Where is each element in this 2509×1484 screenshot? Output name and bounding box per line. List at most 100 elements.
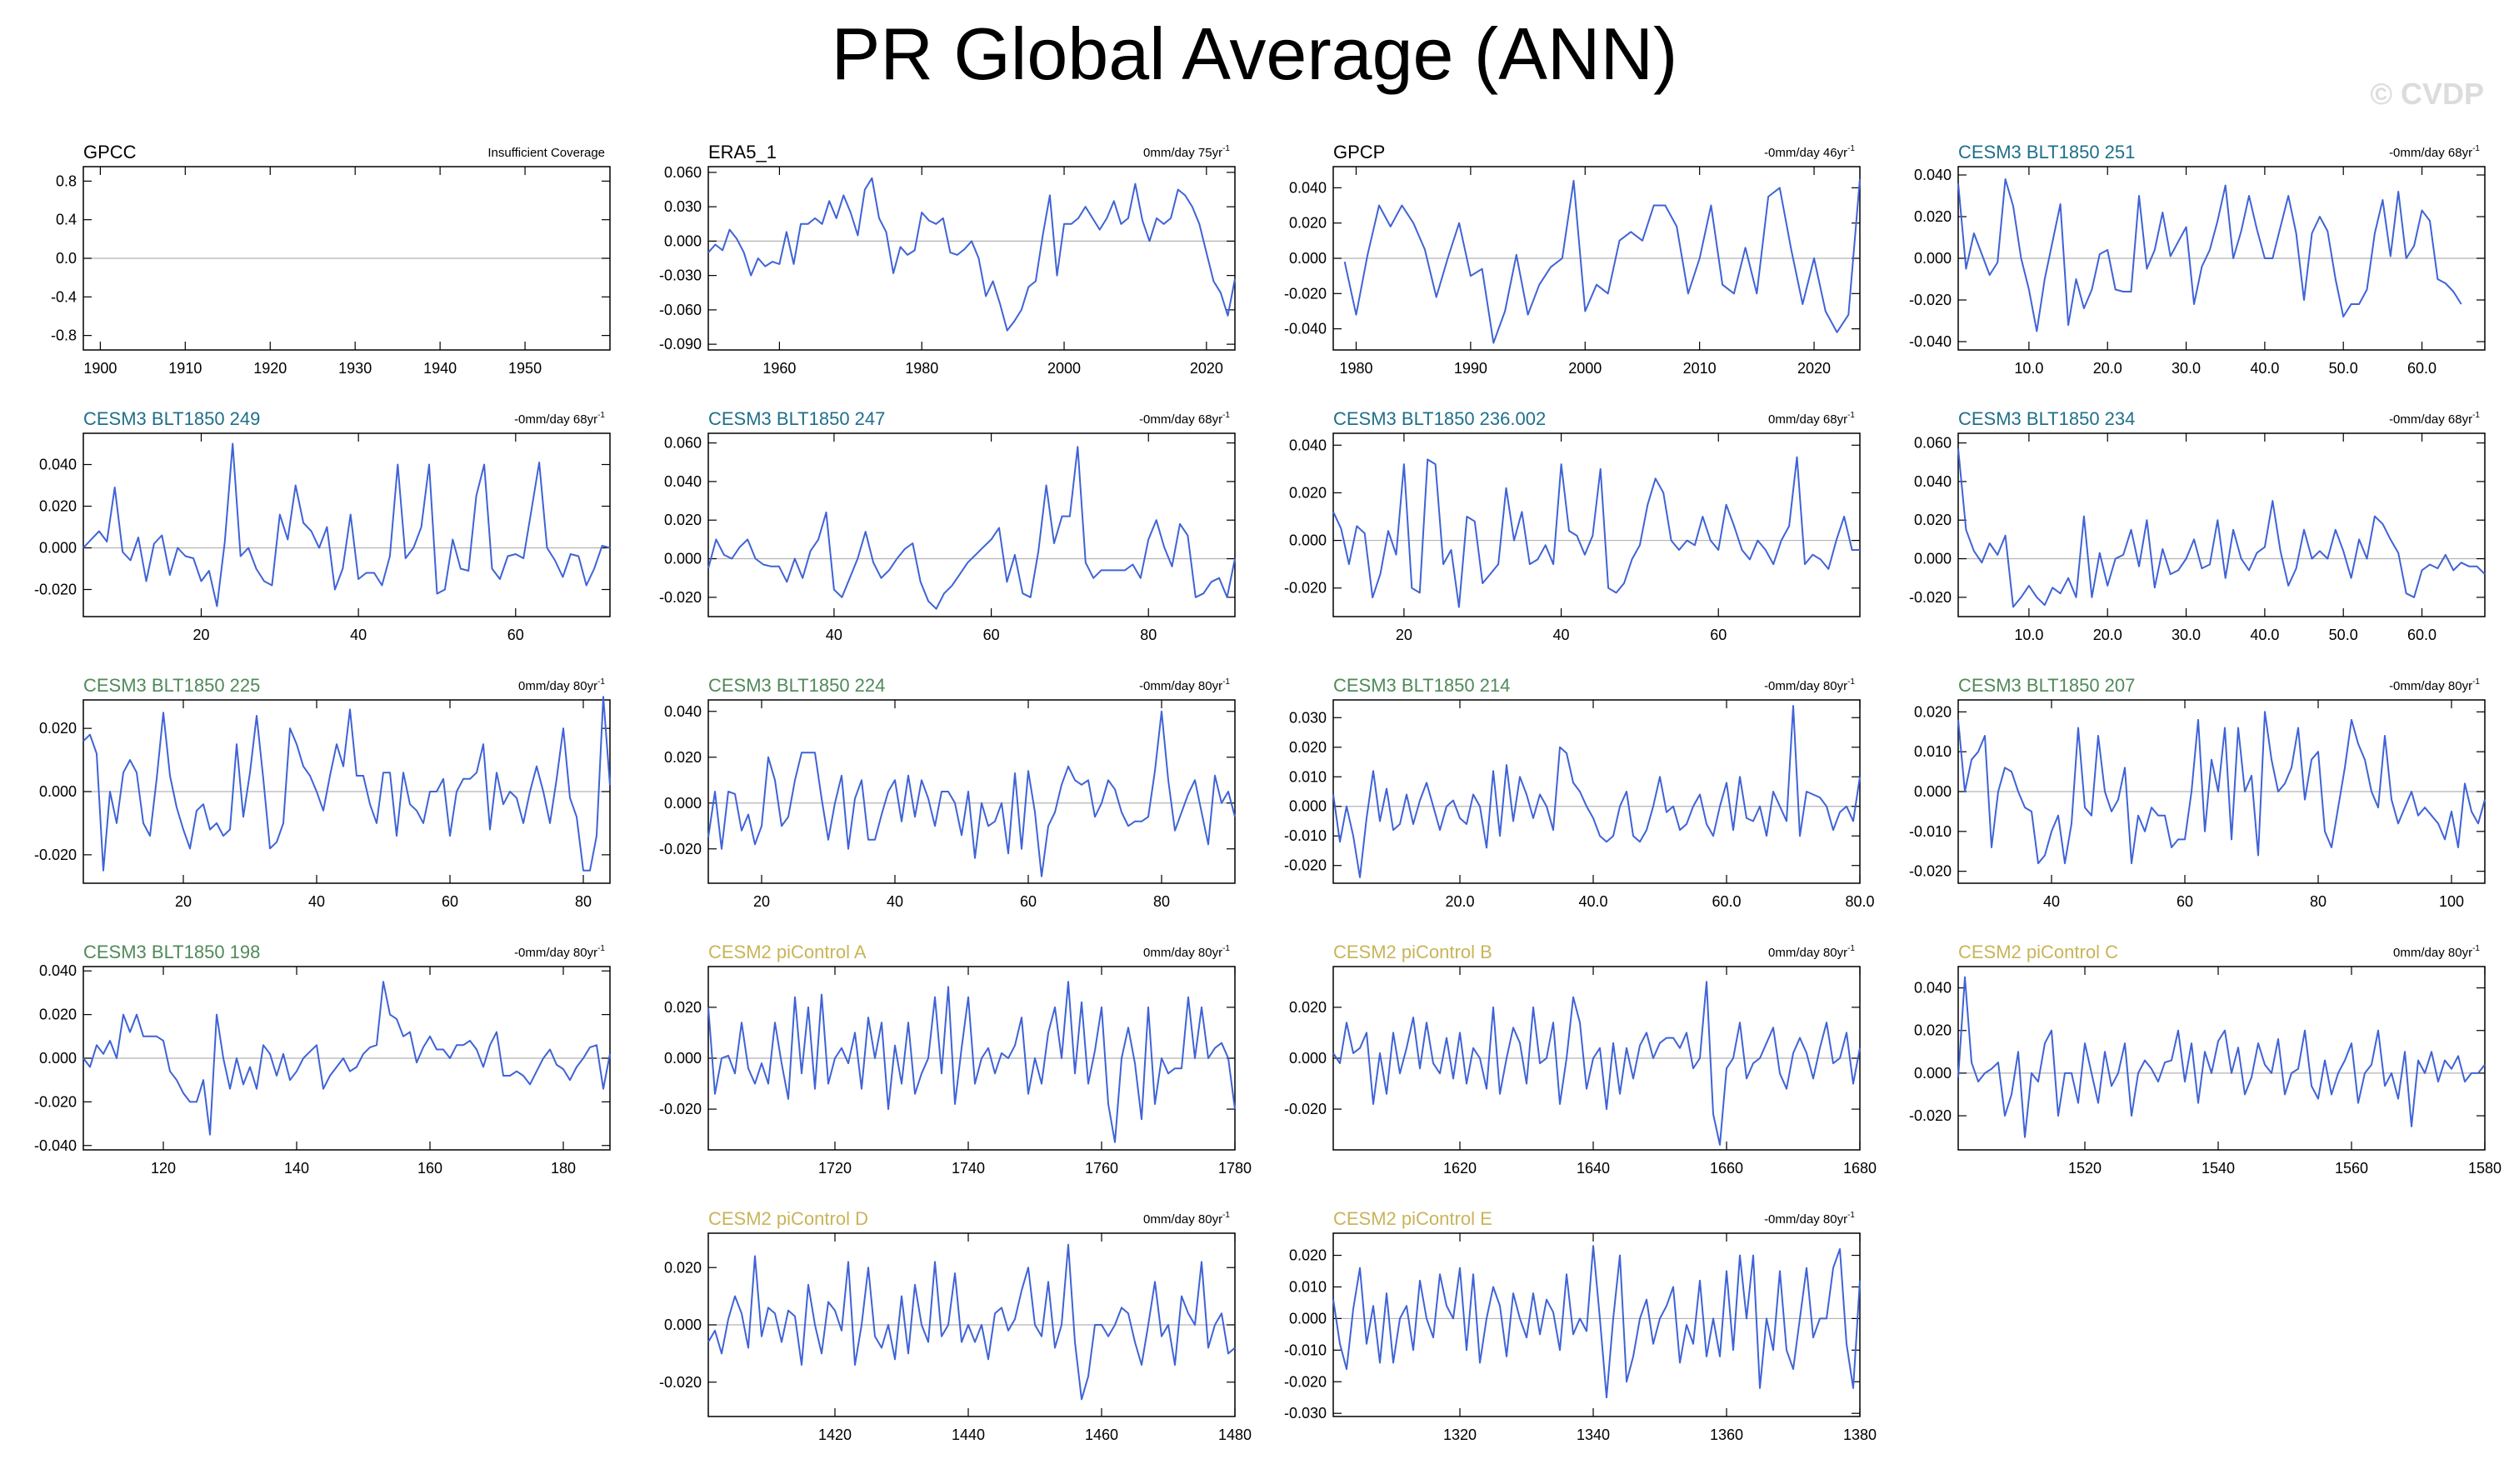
series-line [82, 696, 611, 872]
x-tick-label: 20 [192, 627, 209, 643]
series-line [1957, 448, 2486, 608]
panel-frame [707, 166, 1236, 351]
x-tick-label: 1780 [1218, 1160, 1252, 1177]
x-tick-label: 2000 [1568, 360, 1602, 377]
trend-note-exponent: -1 [2472, 677, 2480, 687]
y-tick-label: 0.020 [1914, 512, 1952, 528]
y-tick-label: -0.020 [1909, 589, 1952, 606]
trend-note-exponent: -1 [2472, 411, 2480, 420]
panel-trend-note: -0mm/day 46yr-1 [1764, 144, 1855, 160]
trend-note-exponent: -1 [1222, 944, 1230, 953]
x-tick-label: 1930 [338, 360, 372, 377]
series-line [82, 981, 611, 1136]
y-tick-label: -0.030 [1284, 1405, 1327, 1422]
x-tick-label: 30.0 [2172, 627, 2201, 643]
panel-title: CESM3 BLT1850 236.002 [1333, 408, 1546, 429]
trend-note-text: 0mm/day 68yr [1768, 412, 1847, 427]
trend-note-text: 0mm/day 80yr [518, 679, 597, 693]
y-tick-label: 0.040 [1289, 179, 1327, 196]
x-tick-label: 160 [417, 1160, 442, 1177]
x-tick-label: 1990 [1454, 360, 1487, 377]
y-tick-label: 0.000 [1289, 1050, 1327, 1067]
panel-trend-note: -0mm/day 80yr-1 [1139, 677, 1230, 693]
trend-note-exponent: -1 [1222, 411, 1230, 420]
trend-note-text: Insufficient Coverage [487, 146, 605, 160]
trend-note-text: 0mm/day 80yr [1768, 946, 1847, 960]
panel-1: ERA5_1 0mm/day 75yr-1 -0.090 -0.060 -0.030 0.… [659, 142, 1236, 377]
trend-note-exponent: -1 [1847, 944, 1855, 953]
trend-note-exponent: -1 [597, 944, 605, 953]
y-tick-label: 0.040 [1914, 980, 1952, 997]
y-tick-label: -0.010 [1909, 823, 1952, 840]
panel-trend-note: 0mm/day 68yr-1 [1768, 411, 1855, 427]
panel-trend-note: -0mm/day 68yr-1 [2389, 144, 2480, 160]
x-tick-label: 180 [551, 1160, 576, 1177]
panel-12: CESM3 BLT1850 198 -0mm/day 80yr-1 -0.040 -0… [34, 942, 611, 1177]
y-tick-label: 0.020 [1289, 1247, 1327, 1264]
panel-title: CESM3 BLT1850 207 [1958, 675, 2135, 696]
y-tick-label: -0.020 [659, 1374, 702, 1391]
panel-frame [82, 432, 611, 617]
y-tick-label: 0.8 [56, 172, 77, 189]
x-tick-label: 60.0 [2407, 627, 2437, 643]
y-tick-label: -0.020 [1284, 1101, 1327, 1117]
x-tick-label: 20 [753, 893, 770, 910]
x-tick-label: 1720 [818, 1160, 852, 1177]
trend-note-text: 0mm/day 80yr [2393, 946, 2472, 960]
trend-note-exponent: -1 [1847, 1211, 1855, 1220]
x-tick-label: 50.0 [2329, 627, 2358, 643]
y-tick-label: 0.010 [1914, 743, 1952, 760]
y-tick-label: 0.040 [664, 473, 702, 490]
x-tick-label: 20.0 [2093, 360, 2122, 377]
y-tick-label: 0.000 [664, 1050, 702, 1067]
y-tick-label: 0.020 [1289, 999, 1327, 1016]
y-tick-label: 0.010 [1289, 1278, 1327, 1295]
panel-trend-note: -0mm/day 68yr-1 [514, 411, 605, 427]
panel-title: CESM3 BLT1850 214 [1333, 675, 1510, 696]
series-line [1343, 178, 1861, 344]
x-tick-label: 1920 [253, 360, 287, 377]
x-tick-label: 50.0 [2329, 360, 2358, 377]
y-tick-label: -0.020 [1909, 863, 1952, 880]
x-tick-label: 1640 [1577, 1160, 1610, 1177]
y-tick-label: 0.000 [1289, 1310, 1327, 1327]
y-tick-label: 0.000 [1289, 532, 1327, 549]
panel-title: CESM3 BLT1850 251 [1958, 142, 2135, 162]
y-tick-label: 0.020 [1289, 739, 1327, 756]
y-tick-label: 0.040 [1289, 437, 1327, 453]
x-tick-label: 2010 [1683, 360, 1717, 377]
panel-title: CESM2 piControl E [1333, 1208, 1492, 1229]
panel-trend-note: -0mm/day 80yr-1 [1764, 1211, 1855, 1227]
trend-note-text: -0mm/day 68yr [1139, 412, 1222, 427]
y-tick-label: 0.000 [1914, 551, 1952, 567]
y-tick-label: 0.040 [39, 457, 77, 473]
x-tick-label: 10.0 [2014, 627, 2043, 643]
x-tick-label: 1740 [952, 1160, 985, 1177]
x-tick-label: 140 [284, 1160, 309, 1177]
panel-10: CESM3 BLT1850 214 -0mm/day 80yr-1 -0.020 -0… [1284, 675, 1875, 910]
x-tick-label: 20.0 [2093, 627, 2122, 643]
y-tick-label: 0.040 [39, 962, 77, 979]
y-tick-label: 0.000 [664, 1317, 702, 1333]
y-tick-label: 0.040 [1914, 473, 1952, 490]
y-tick-label: -0.010 [1284, 1342, 1327, 1358]
y-tick-label: 0.030 [664, 198, 702, 215]
y-tick-label: -0.020 [659, 1101, 702, 1117]
y-tick-label: 0.000 [664, 551, 702, 567]
x-tick-label: 80 [575, 893, 592, 910]
panel-trend-note: 0mm/day 75yr-1 [1143, 144, 1230, 160]
y-tick-label: 0.000 [664, 232, 702, 249]
y-tick-label: 0.4 [56, 212, 77, 228]
x-tick-label: 1660 [1710, 1160, 1743, 1177]
y-tick-label: -0.020 [659, 589, 702, 606]
trend-note-text: 0mm/day 75yr [1143, 146, 1222, 160]
panel-title: CESM3 BLT1850 249 [83, 408, 260, 429]
series-line [1332, 1245, 1861, 1399]
panel-trend-note: 0mm/day 80yr-1 [1768, 944, 1855, 960]
x-tick-label: 40 [1553, 627, 1570, 643]
x-tick-label: 2020 [1797, 360, 1831, 377]
x-tick-label: 2000 [1047, 360, 1081, 377]
y-tick-label: -0.020 [34, 847, 77, 863]
y-tick-label: -0.020 [1909, 292, 1952, 308]
panel-trend-note: 0mm/day 80yr-1 [1143, 1211, 1230, 1227]
